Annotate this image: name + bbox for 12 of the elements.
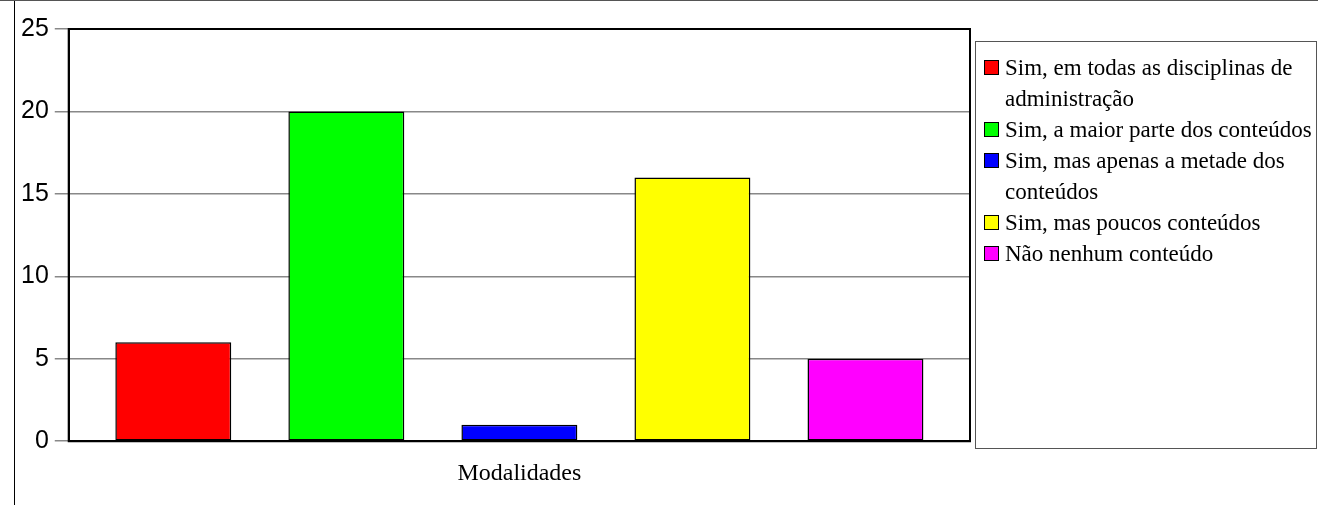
legend-label: Sim, mas poucos conteúdos <box>1005 209 1261 237</box>
y-tick-label: 0 <box>34 425 49 454</box>
legend-label: Sim, a maior parte dos conteúdos <box>1005 116 1312 144</box>
y-tick-label: 20 <box>21 95 49 124</box>
y-tick-label: 5 <box>34 342 49 371</box>
y-tick-label: 15 <box>21 177 49 206</box>
y-tick-label: 25 <box>21 12 49 41</box>
legend-label: Sim, em todas as disciplinas de administração <box>1005 54 1294 113</box>
y-tick-label: 10 <box>21 260 49 289</box>
x-tick-label: Modalidades <box>457 458 582 485</box>
legend-label: Sim, mas apenas a metade dos conteúdos <box>1005 147 1286 206</box>
legend-label: Não nenhum conteúdo <box>1005 240 1214 268</box>
